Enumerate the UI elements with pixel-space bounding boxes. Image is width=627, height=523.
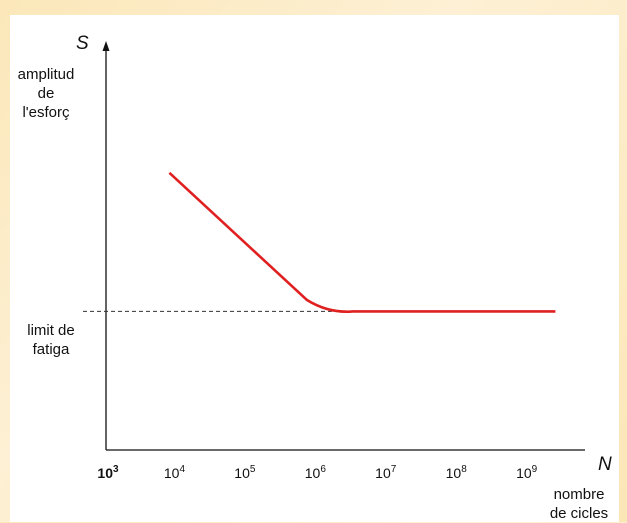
chart-frame: S amplitud de l'esforç limit de fatiga 1… xyxy=(10,15,619,522)
x-axis-symbol: N xyxy=(598,454,612,475)
y-axis-label-line-2: de xyxy=(37,85,55,102)
y-axis-symbol: S xyxy=(76,33,89,54)
x-axis-label: nombre de cicles xyxy=(541,485,617,523)
y-axis-label-line-1: amplitud xyxy=(17,66,75,83)
sn-curve xyxy=(168,171,556,313)
x-tick-label: 105 xyxy=(234,464,256,481)
fatigue-limit-label-line-1: limit de xyxy=(27,322,75,339)
y-axis-label-line-3: l'esforç xyxy=(22,104,70,121)
chart-canvas xyxy=(83,41,585,451)
x-tick-label: 103 xyxy=(97,464,119,481)
y-axis-label: amplitud de l'esforç xyxy=(10,65,82,122)
x-axis-label-line-1: nombre xyxy=(553,486,605,503)
x-tick-label: 104 xyxy=(163,464,186,481)
fatigue-limit-label-line-2: fatiga xyxy=(32,341,70,358)
x-tick-label: 108 xyxy=(445,464,467,481)
x-tick-label: 109 xyxy=(516,464,538,481)
x-tick-label: 107 xyxy=(375,464,397,481)
x-tick-label: 106 xyxy=(304,464,326,481)
fatigue-limit-label: limit de fatiga xyxy=(14,321,88,359)
x-axis-label-line-2: de cicles xyxy=(549,505,609,522)
y-axis-arrow xyxy=(102,41,110,51)
